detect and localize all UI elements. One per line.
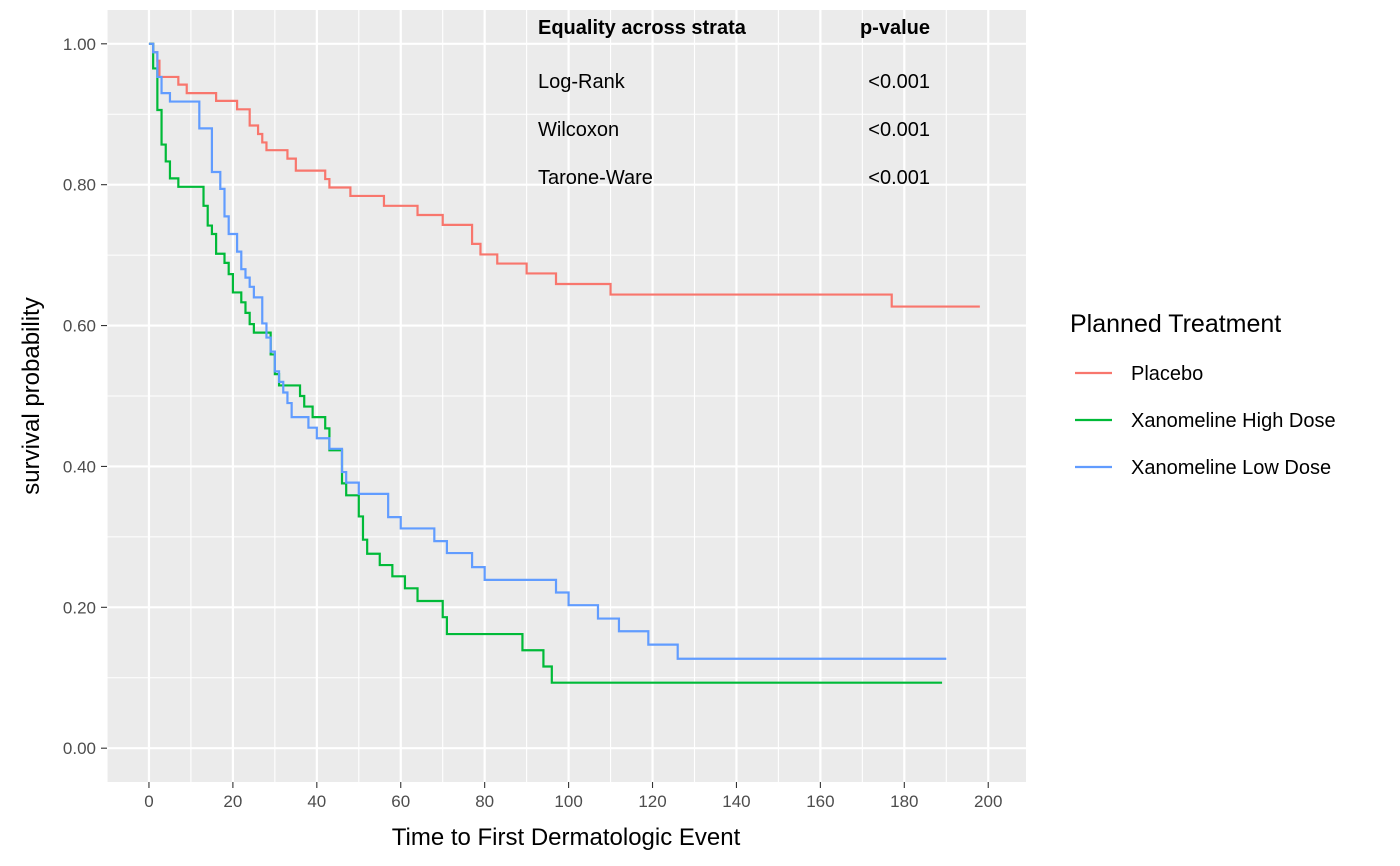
- x-axis-title: Time to First Dermatologic Event: [392, 824, 741, 851]
- grid-major: [107, 10, 1026, 782]
- table-row-label: Wilcoxon: [538, 119, 619, 141]
- y-tick-label: 0.40: [63, 457, 96, 476]
- legend-label: Xanomeline High Dose: [1131, 410, 1336, 432]
- x-tick-label: 60: [391, 792, 410, 811]
- x-tick-label: 140: [722, 792, 750, 811]
- x-tick-label: 40: [307, 792, 326, 811]
- legend-label: Xanomeline Low Dose: [1131, 457, 1331, 479]
- x-tick-label: 80: [475, 792, 494, 811]
- x-tick-label: 120: [638, 792, 666, 811]
- y-axis-title: survival probability: [18, 297, 45, 494]
- x-tick-labels: 0 20 40 60 80 100 120 140 160 180 200: [144, 792, 1002, 811]
- axis-ticks: [101, 43, 989, 788]
- legend-label: Placebo: [1131, 363, 1203, 385]
- x-tick-label: 180: [890, 792, 918, 811]
- y-tick-label: 0.00: [63, 739, 96, 758]
- table-row-value: <0.001: [868, 167, 930, 189]
- y-tick-label: 0.60: [63, 317, 96, 336]
- series-line: [148, 42, 980, 308]
- series-lines: [148, 42, 980, 684]
- legend: Planned Treatment Placebo Xanomeline High…: [1070, 310, 1336, 479]
- y-tick-label: 0.80: [63, 176, 96, 195]
- table-header-strata: Equality across strata: [538, 17, 747, 39]
- x-tick-label: 160: [806, 792, 834, 811]
- table-row-value: <0.001: [868, 119, 930, 141]
- table-header-pvalue: p-value: [860, 17, 930, 39]
- annotation-table: Equality across strata p-value Log-Rank …: [538, 17, 930, 189]
- table-row-value: <0.001: [868, 71, 930, 93]
- x-tick-label: 20: [223, 792, 242, 811]
- grid-minor: [106, 10, 1026, 782]
- series-line: [148, 42, 947, 660]
- y-tick-label: 0.20: [63, 598, 96, 617]
- y-tick-label: 1.00: [63, 35, 96, 54]
- x-tick-label: 0: [144, 792, 153, 811]
- x-tick-label: 100: [554, 792, 582, 811]
- table-row-label: Log-Rank: [538, 71, 626, 93]
- x-tick-label: 200: [974, 792, 1002, 811]
- table-row-label: Tarone-Ware: [538, 167, 653, 189]
- legend-items: Placebo Xanomeline High Dose Xanomeline Lo…: [1075, 363, 1336, 479]
- legend-title: Planned Treatment: [1070, 310, 1281, 338]
- y-tick-labels: 0.00 0.20 0.40 0.60 0.80 1.00: [63, 35, 96, 758]
